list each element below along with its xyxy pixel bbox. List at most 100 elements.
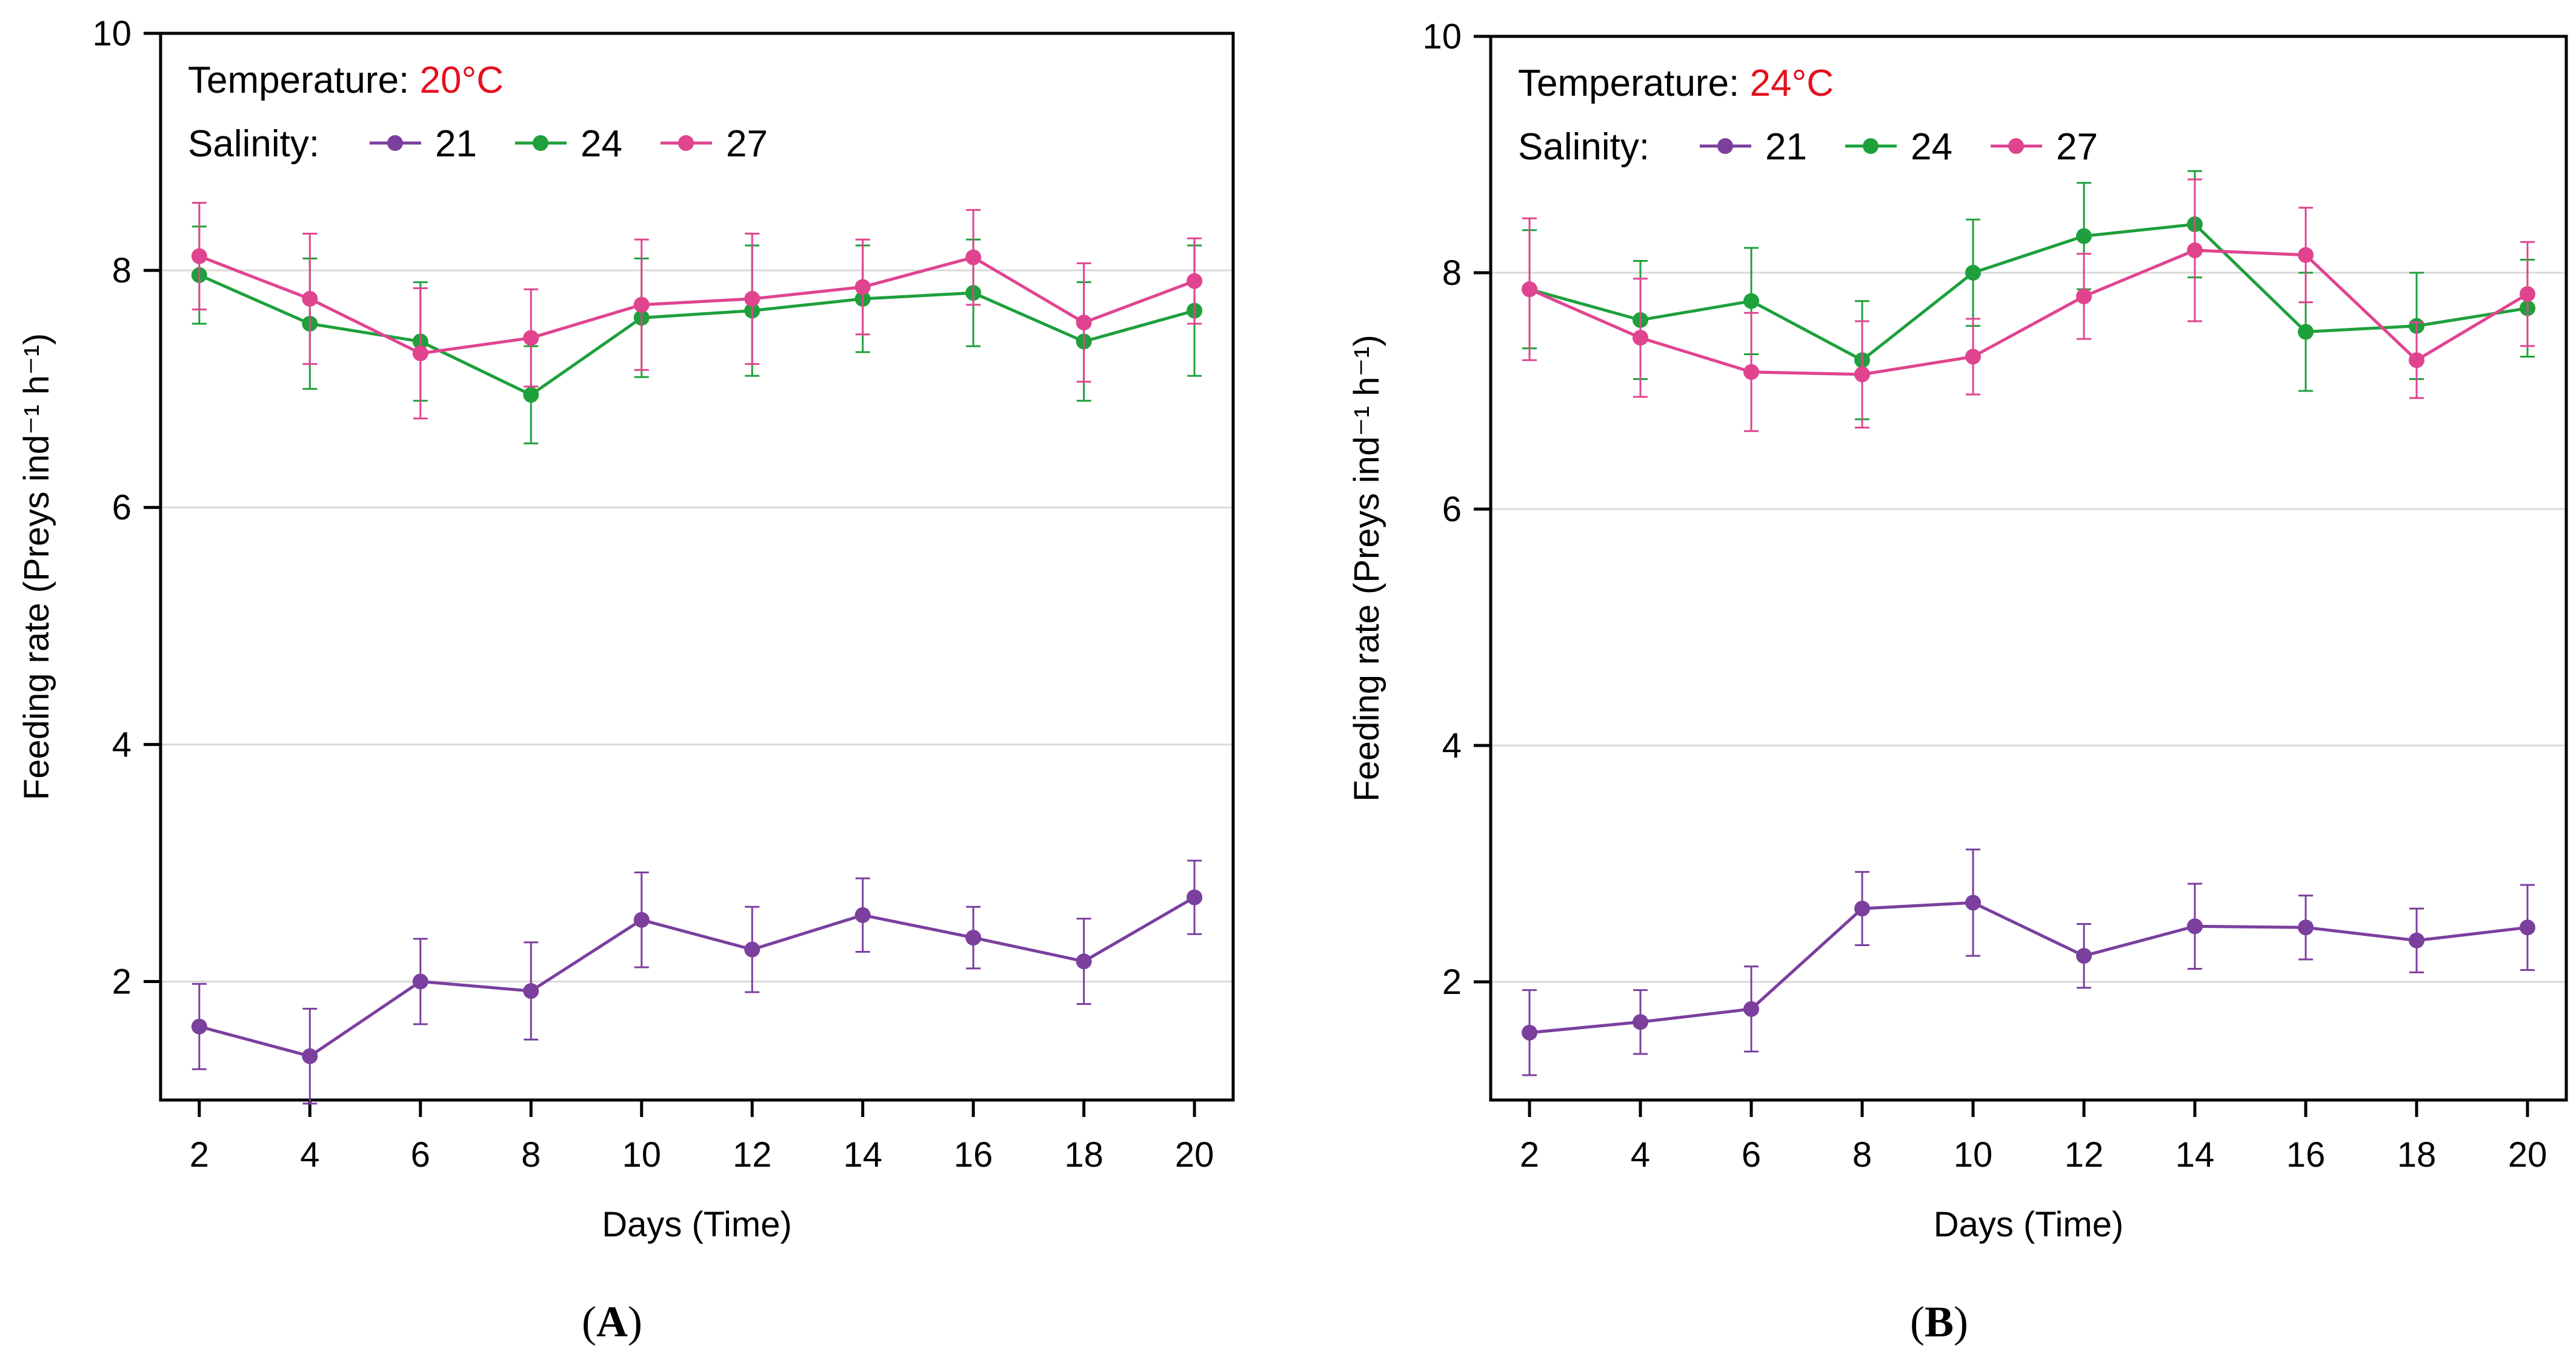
x-tick-label: 8 [1852,1135,1872,1175]
legend-entry-24: 24 [515,123,622,165]
data-point [1965,348,1982,365]
y-tick-label: 4 [112,725,131,764]
series-24 [1522,170,2535,421]
data-point [1743,364,1760,380]
data-point [744,291,760,307]
legend-entry-27: 27 [661,123,768,165]
data-point [523,330,539,346]
x-axis-label: Days (Time) [1934,1205,2124,1244]
x-tick-label: 18 [1064,1135,1103,1175]
legend-marker [2008,138,2024,154]
y-axis-label: Feeding rate (Preys ind⁻¹ h⁻¹) [1347,335,1386,801]
data-point [2297,919,2314,936]
data-point [1854,901,1871,917]
legend-label: 24 [581,123,622,165]
panel-label-open: ( [1910,1298,1925,1346]
data-point [2075,228,2092,244]
panel-label-close: ) [1954,1298,1968,1346]
data-point [2075,948,2092,964]
temperature-value: 24°C [1750,62,1834,104]
legend-label: 21 [1765,126,1807,168]
panel-label-open: ( [582,1298,596,1346]
data-point [2297,247,2314,263]
data-point [412,973,428,990]
data-point [1743,1001,1760,1017]
y-tick-label: 6 [1442,490,1462,529]
title-prefix: Temperature: [188,59,420,101]
data-point [1854,366,1871,382]
data-point [302,1048,318,1064]
series-27 [1522,178,2535,432]
x-tick-label: 6 [411,1135,430,1175]
x-tick-label: 2 [190,1135,209,1175]
data-point [2519,919,2535,936]
data-point [854,279,871,295]
legend-marker [678,135,694,151]
panel-label-close: ) [628,1298,642,1346]
x-tick-label: 16 [2286,1135,2326,1175]
legend-marker [1717,138,1733,154]
x-tick-label: 2 [1520,1135,1539,1175]
x-tick-label: 20 [1175,1135,1214,1175]
y-tick-label: 10 [92,14,131,53]
legend-title: Salinity: [188,123,319,165]
series-27 [191,202,1203,420]
y-tick-label: 8 [1442,253,1462,293]
legend-marker [1863,138,1879,154]
y-tick-label: 8 [112,251,131,290]
data-point [2519,286,2535,302]
data-point [191,248,207,264]
plot-frame [1489,35,2568,1102]
y-tick-label: 6 [112,488,131,527]
x-tick-label: 12 [2065,1135,2104,1175]
legend-entry-21: 21 [1700,126,1807,168]
legend-entry-24: 24 [1845,126,1952,168]
x-tick-label: 14 [843,1135,882,1175]
data-point [1743,293,1760,309]
x-tick-label: 18 [2397,1135,2437,1175]
panel-title: Temperature: 20°C [188,59,504,101]
series-21 [191,859,1203,1105]
y-axis-label: Feeding rate (Preys ind⁻¹ h⁻¹) [17,333,56,800]
series-21 [1522,849,2535,1076]
x-tick-label: 14 [2175,1135,2215,1175]
data-point [744,941,760,958]
data-point [191,1018,207,1035]
series-line [198,255,1196,355]
data-point [2408,352,2425,368]
data-point [523,387,539,403]
data-point [2186,242,2203,258]
legend-label: 27 [2056,126,2098,168]
x-tick-label: 4 [300,1135,319,1175]
data-point [1632,330,1649,346]
series-line [1529,222,2528,362]
x-tick-label: 10 [1954,1135,1993,1175]
plot-frame [159,32,1235,1102]
x-tick-label: 8 [521,1135,541,1175]
panel-label: (A) [582,1298,642,1346]
data-point [523,983,539,999]
x-tick-label: 6 [1742,1135,1761,1175]
data-point [2186,918,2203,935]
y-tick-label: 4 [1442,726,1462,765]
data-point [633,296,650,313]
legend-label: 27 [726,123,768,165]
data-point [2408,932,2425,949]
data-point [1186,273,1203,289]
legend-marker [533,135,548,151]
x-tick-label: 16 [954,1135,993,1175]
panel-label: (B) [1910,1298,1968,1346]
temperature-value: 20°C [420,59,504,101]
panel-label-letter: A [596,1298,628,1346]
y-tick-label: 2 [112,962,131,1001]
x-tick-label: 10 [622,1135,662,1175]
data-point [1076,315,1092,331]
data-point [412,345,428,361]
series-line [198,273,1195,397]
x-tick-label: 12 [733,1135,772,1175]
data-point [302,291,318,307]
legend-title: Salinity: [1518,126,1649,168]
data-point [1965,265,1982,281]
